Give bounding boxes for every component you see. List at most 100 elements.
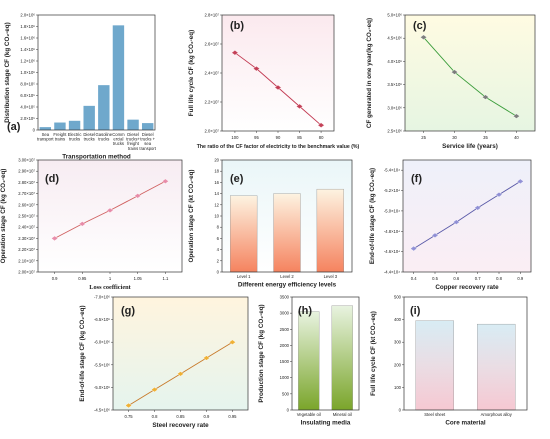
panel-i: 0 100 200 300 400 500 Steel sheet Amorphous all… <box>370 295 528 427</box>
data-point-3 <box>274 84 282 91</box>
y-tick-label: 2000 <box>280 343 290 348</box>
data-point-5 <box>161 178 169 184</box>
x-tick-label: Freight <box>53 132 67 137</box>
data-point-2 <box>431 232 439 238</box>
x-tick-label: trucks <box>98 137 109 142</box>
y-tick-label: -6.0×10⁶ <box>94 340 110 345</box>
panel-label: (e) <box>230 173 244 185</box>
plot-frame <box>221 14 335 132</box>
y-tick-label: 0 <box>33 128 36 133</box>
x-tick-label: 90 <box>276 135 281 140</box>
x-axis-label: Insulating media <box>301 420 351 427</box>
y-tick-label: 2.10×10⁷ <box>18 258 35 263</box>
y-axis-label: End-of-life stage CF (kg CO₂-eq) <box>369 168 376 264</box>
plot-background <box>405 15 535 131</box>
y-tick-label: 6 <box>217 236 220 241</box>
data-point-2 <box>78 221 86 227</box>
data-point-3 <box>452 219 460 225</box>
x-axis-label: Service life (years) <box>442 143 498 150</box>
x-tick-label: Diesel <box>142 132 154 137</box>
plot-frame <box>291 296 360 411</box>
panel-b: 2.0×10⁷ 2.2×10⁷ 2.4×10⁷ 2.6×10⁷ 2.8×10⁷ 100 95… <box>188 13 360 151</box>
x-tick-label: 95 <box>254 135 259 140</box>
x-tick-label: 85 <box>297 135 302 140</box>
plot-background <box>403 160 531 272</box>
y-tick-label: -6.5×10⁶ <box>94 317 110 322</box>
y-tick-label: 3.00×10⁷ <box>18 158 35 163</box>
panel-label: (f) <box>411 173 422 185</box>
x-tick-label: trains <box>55 137 65 142</box>
bar-8 <box>141 123 154 130</box>
plot-frame <box>37 159 183 273</box>
y-axis-label: CF generated in one year(kg CO₂-eq) <box>366 18 373 128</box>
y-tick-label: 8.0×10⁵ <box>20 82 35 87</box>
y-tick-label: 2.30×10⁷ <box>18 236 35 241</box>
plot-background <box>113 297 248 410</box>
data-point-1 <box>231 50 239 56</box>
data-point-5 <box>317 122 325 128</box>
panel-e: 0 2 4 6 8 10 12 14 16 18 20 Level 1 Level 2 Level 3 Di… <box>188 158 353 289</box>
x-tick-label: Diesel <box>83 132 95 137</box>
x-tick-label: trucks <box>113 141 124 146</box>
bar-2 <box>477 323 516 411</box>
x-tick-label: 0.95 <box>78 276 87 281</box>
y-axis-label: Operation stage CF (kg CO₂-eq) <box>0 169 7 264</box>
y-tick-label: 2.50×10⁷ <box>18 214 35 219</box>
panel-f: -4.4×10⁴ -4.6×10⁴ -4.8×10⁴ -5.0×10⁴ -5.2×10⁴… <box>369 159 532 291</box>
panel-label: (d) <box>45 173 59 185</box>
data-point-2 <box>151 387 159 393</box>
y-tick-label: 4.0×10⁵ <box>20 105 35 110</box>
y-tick-label: 1.2×10⁶ <box>20 59 35 64</box>
y-tick-label: -4.6×10⁴ <box>384 249 400 254</box>
y-axis-label: End-of-life stage CF (kg CO₂-eq) <box>79 305 86 401</box>
y-tick-label: -7.0×10⁶ <box>94 295 110 300</box>
y-tick-label: 4 <box>217 247 220 252</box>
y-tick-label: 18 <box>214 169 219 174</box>
y-tick-label: 12 <box>214 202 219 207</box>
y-tick-label: 500 <box>282 391 290 396</box>
x-tick-label: 0.85 <box>176 414 185 419</box>
plot-frame <box>402 159 532 273</box>
y-tick-label: 1.4×10⁶ <box>20 47 35 52</box>
x-tick-label: trucks+ <box>126 137 140 142</box>
panel-label: (b) <box>230 20 244 32</box>
panel-label: (a) <box>7 121 21 133</box>
y-tick-label: 2 <box>217 258 220 263</box>
data-point-4 <box>474 205 482 211</box>
x-tick-label: trucks <box>69 137 80 142</box>
y-tick-label: 20 <box>214 158 219 163</box>
x-tick-label: transport <box>37 137 54 142</box>
y-tick-label: 2.70×10⁷ <box>18 191 35 196</box>
data-point-6 <box>516 178 524 185</box>
x-tick-label: sea <box>144 141 151 146</box>
bar-4 <box>83 105 95 130</box>
panel-g: -4.5×10⁶ -5.0×10⁶ -5.5×10⁶ -6.0×10⁶ -6.5×10⁶… <box>79 295 249 429</box>
plot-frame <box>112 296 249 411</box>
y-tick-label: 2500 <box>280 327 290 332</box>
y-tick-label: 2.6×10⁷ <box>205 42 220 47</box>
y-axis-label: Full life cycle CF (kt CO₂-eq) <box>370 311 377 396</box>
x-tick-label: trains <box>128 146 138 151</box>
bar-1 <box>39 127 52 130</box>
bar-1 <box>415 320 454 411</box>
x-tick-label: Electric <box>68 132 82 137</box>
plot-frame <box>37 14 156 131</box>
x-tick-label: 0.8 <box>152 414 158 419</box>
x-tick-label: 100 <box>231 135 239 140</box>
x-tick-label: 1.05 <box>134 276 143 281</box>
x-tick-label: Level 3 <box>324 274 338 279</box>
data-point-3 <box>106 207 114 214</box>
y-tick-label: 2.60×10⁷ <box>18 202 35 207</box>
y-axis-label: Operation stage CF (kt CO₂-eq) <box>188 169 195 262</box>
y-tick-label: -5.4×10⁴ <box>384 168 400 173</box>
x-axis-label: Steel recovery rate <box>152 422 209 429</box>
data-point-5 <box>228 339 236 345</box>
x-tick-label: ercial <box>113 137 123 142</box>
x-axis-label: Different energy efficiency levels <box>238 282 337 289</box>
x-tick-label: 1.1 <box>162 276 168 281</box>
y-tick-label: 10 <box>214 214 219 219</box>
x-tick-label: Diesel <box>127 132 139 137</box>
data-point-1 <box>125 402 133 409</box>
x-axis-label: The ratio of the CF factor of electricit… <box>197 144 360 150</box>
